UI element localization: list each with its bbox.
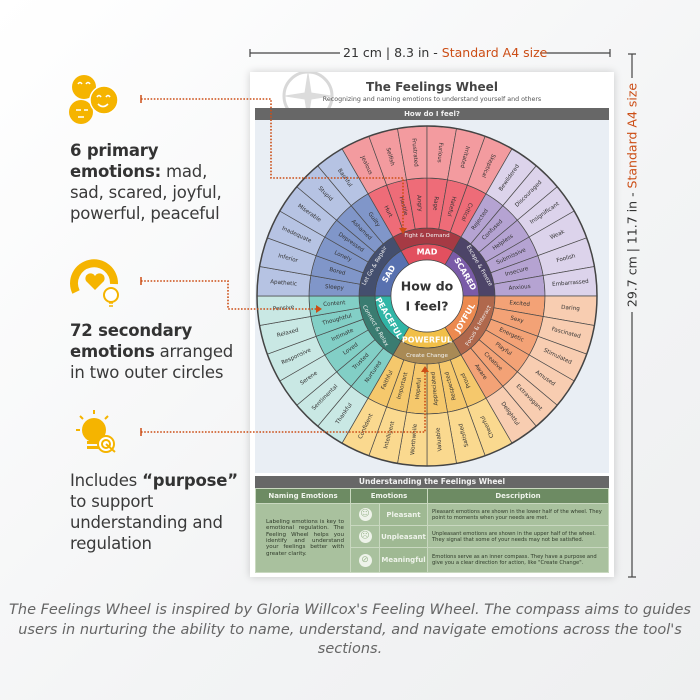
feature-purpose: Includes “purpose” to support understand… bbox=[70, 471, 238, 553]
inner-emotion-label: Anxious bbox=[508, 284, 531, 292]
inner-emotion-label: Appreciated bbox=[431, 371, 440, 406]
naming-emotions-text: Labeling emotions is key to emotional re… bbox=[255, 503, 351, 573]
purpose-label-powerful: Create Change bbox=[406, 353, 448, 359]
inner-emotion-label: Rage bbox=[431, 196, 438, 211]
description-pleasant: Pleasant emotions are shown in the lower… bbox=[427, 503, 609, 526]
compass-icon: ⊘ bbox=[358, 553, 372, 567]
outer-emotion-label: Relaxed bbox=[276, 327, 299, 339]
poster-subtitle: Recognizing and naming emotions to under… bbox=[322, 96, 542, 103]
poster-title: The Feelings Wheel bbox=[366, 80, 498, 94]
outer-emotion-label: Worthwhile bbox=[410, 423, 419, 455]
outer-emotion-label: Embarrassed bbox=[552, 279, 590, 288]
width-dimension-label: 21 cm | 8.3 in - Standard A4 size bbox=[343, 45, 548, 60]
inner-emotion-label: Sexy bbox=[510, 315, 525, 324]
core-label-powerful: POWERFUL bbox=[402, 336, 452, 345]
outer-emotion-label: Daring bbox=[561, 305, 581, 313]
emoji-faces-icon bbox=[69, 75, 119, 124]
lightbulb-target-icon bbox=[76, 410, 116, 453]
smiley-face-icon: ☺ bbox=[358, 508, 372, 521]
inner-emotion-label: Angry bbox=[415, 195, 422, 213]
outer-emotion-label: Furious bbox=[436, 142, 444, 163]
outer-emotion-label: Foolish bbox=[556, 253, 577, 264]
column-header-naming: Naming Emotions bbox=[255, 488, 351, 504]
outer-emotion-label: Frustrated bbox=[410, 138, 419, 168]
inner-emotion-label: Excited bbox=[509, 300, 530, 308]
core-label-mad: MAD bbox=[417, 248, 438, 257]
center-text-line1: How do bbox=[401, 279, 454, 294]
center-text-line2: I feel? bbox=[406, 299, 449, 314]
understanding-header-bar: Understanding the Feelings Wheel bbox=[255, 476, 609, 488]
sad-face-icon: ☹ bbox=[358, 530, 372, 543]
emotion-label-meaningful: Meaningful bbox=[379, 547, 428, 573]
wheel-center bbox=[390, 259, 464, 333]
inner-emotion-label: Hateful bbox=[445, 196, 456, 218]
emotion-label-unpleasant: Unpleasant bbox=[379, 525, 428, 548]
understanding-table: Naming Emotions Emotions Description Lab… bbox=[255, 488, 609, 573]
purpose-label-mad: Fight & Demand bbox=[404, 233, 450, 239]
outer-emotion-label: Valuable bbox=[435, 427, 443, 452]
caption: The Feelings Wheel is inspired by Gloria… bbox=[9, 602, 691, 657]
description-meaningful: Emotions serve as an inner compass. They… bbox=[427, 547, 609, 573]
outer-emotion-label: Inferior bbox=[277, 253, 299, 264]
column-header-emotions: Emotions bbox=[350, 488, 428, 504]
outer-emotion-label: Irritated bbox=[458, 145, 470, 169]
heart-gauge-lightbulb-icon bbox=[70, 259, 119, 307]
